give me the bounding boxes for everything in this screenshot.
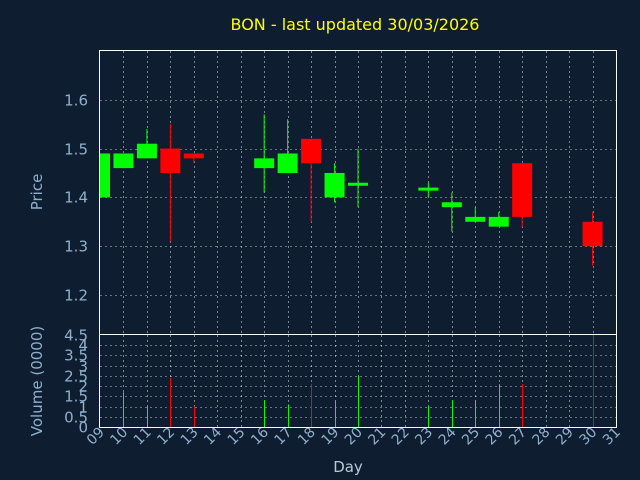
day-tick-labels: 09 10 11 12 13 14 15 16 17 18 19 20 21 22 23 24 25 26 27 28…	[84, 424, 624, 448]
price-y-tick-label: 1.6	[64, 92, 88, 110]
candle-body	[324, 172, 345, 198]
candle-body	[277, 153, 298, 173]
price-panel: 1.2 1.3 1.4 1.5 1.6 Price	[28, 50, 617, 335]
candle	[488, 212, 509, 227]
volume-y-tick-label: 3	[78, 358, 88, 376]
candle-body	[254, 158, 275, 169]
candle-body	[348, 182, 368, 186]
volume-y-tick-label: 1	[78, 399, 88, 417]
volume-axis-label: Volume (0000)	[28, 326, 46, 436]
candle	[301, 138, 322, 222]
price-axis-label: Price	[28, 174, 46, 211]
price-y-tick-labels: 1.2 1.3 1.4 1.5 1.6	[64, 92, 88, 305]
candle	[582, 212, 603, 266]
candle-body	[441, 202, 462, 208]
candle-body	[160, 148, 181, 173]
candle	[136, 129, 157, 159]
candle	[183, 153, 204, 164]
price-y-tick-label: 1.3	[64, 238, 88, 256]
candle-body	[488, 216, 509, 227]
candle	[99, 153, 110, 198]
candle	[348, 148, 368, 208]
volume-y-tick-label: 0.5	[64, 409, 88, 427]
price-candles	[99, 114, 603, 266]
candle	[160, 124, 181, 242]
chart-title: BON - last updated 30/03/2026	[231, 15, 480, 34]
x-axis-label: Day	[333, 458, 363, 476]
candle	[113, 153, 134, 169]
candle-body	[465, 216, 486, 222]
candle	[418, 182, 439, 198]
candle	[465, 207, 486, 222]
candle-body	[582, 221, 603, 247]
candle-body	[512, 163, 533, 217]
candle-body	[301, 138, 322, 164]
volume-plot-border	[99, 334, 617, 428]
candle	[441, 192, 462, 232]
candle-body	[136, 143, 157, 159]
price-y-tick-label: 1.2	[64, 287, 88, 305]
candle-body	[100, 153, 110, 198]
volume-y-tick-label: 0	[78, 419, 88, 437]
volume-y-tick-label: 2	[78, 378, 88, 396]
price-y-tick-label: 1.4	[64, 189, 88, 207]
volume-y-tick-label: 3.5	[64, 347, 88, 365]
candle-body	[113, 153, 134, 169]
volume-y-tick-label: 4.5	[64, 327, 88, 345]
candle	[277, 119, 298, 173]
candle	[512, 163, 533, 227]
candle	[324, 163, 345, 203]
volume-bars	[123, 335, 594, 427]
candle	[254, 114, 275, 193]
volume-y-tick-labels: 00.511.522.533.544.5	[64, 327, 88, 437]
volume-y-tick-label: 1.5	[64, 388, 88, 406]
candle-body	[183, 153, 204, 159]
volume-y-tick-label: 2.5	[64, 368, 88, 386]
price-y-tick-label: 1.5	[64, 141, 88, 159]
candle-body	[418, 187, 439, 191]
volume-y-tick-label: 4	[78, 337, 88, 355]
